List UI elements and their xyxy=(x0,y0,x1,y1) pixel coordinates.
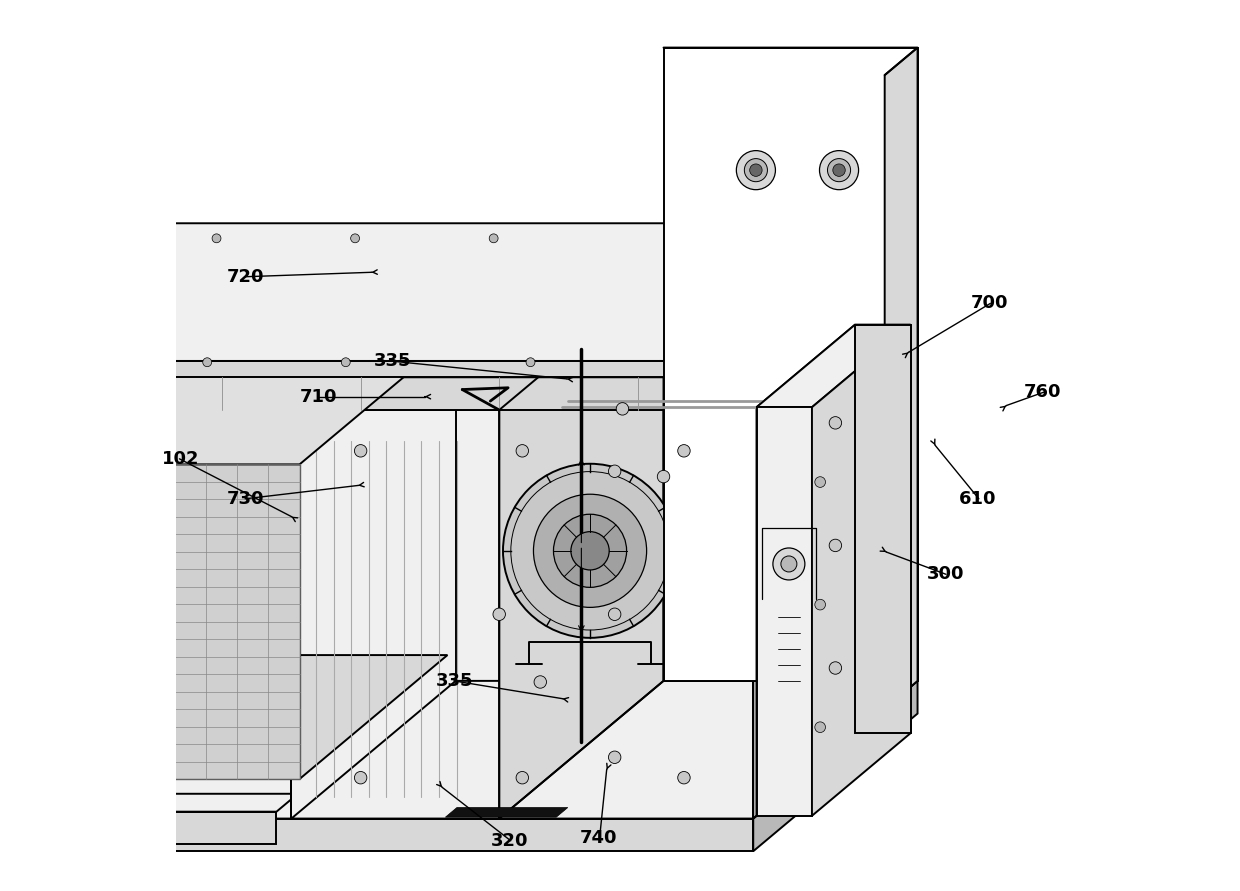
Circle shape xyxy=(494,608,506,620)
Polygon shape xyxy=(756,324,910,407)
Circle shape xyxy=(830,539,842,552)
Circle shape xyxy=(609,751,621,764)
Circle shape xyxy=(341,358,350,367)
Text: 320: 320 xyxy=(491,832,528,850)
Circle shape xyxy=(516,772,528,784)
Polygon shape xyxy=(0,224,918,361)
Circle shape xyxy=(355,445,367,457)
Polygon shape xyxy=(0,681,17,851)
Circle shape xyxy=(750,164,763,176)
Polygon shape xyxy=(0,655,448,779)
Circle shape xyxy=(575,539,588,552)
Circle shape xyxy=(490,233,498,242)
Text: 300: 300 xyxy=(926,565,963,584)
Polygon shape xyxy=(0,812,277,845)
Polygon shape xyxy=(0,240,918,377)
Circle shape xyxy=(678,445,691,457)
Polygon shape xyxy=(0,464,300,779)
Polygon shape xyxy=(0,681,918,819)
Circle shape xyxy=(830,417,842,429)
Polygon shape xyxy=(753,273,918,819)
Circle shape xyxy=(616,403,629,415)
Polygon shape xyxy=(756,407,812,816)
Circle shape xyxy=(836,233,844,242)
Text: 700: 700 xyxy=(971,294,1008,313)
Circle shape xyxy=(773,548,805,580)
Text: 610: 610 xyxy=(960,490,997,508)
Text: 720: 720 xyxy=(227,267,264,286)
Polygon shape xyxy=(500,273,663,819)
Text: 710: 710 xyxy=(300,388,337,405)
Polygon shape xyxy=(812,324,910,816)
Circle shape xyxy=(609,608,621,620)
Circle shape xyxy=(351,233,360,242)
Circle shape xyxy=(657,470,670,483)
Text: 730: 730 xyxy=(227,490,264,508)
Circle shape xyxy=(516,445,528,457)
Circle shape xyxy=(533,495,646,608)
Circle shape xyxy=(526,358,534,367)
Polygon shape xyxy=(663,47,918,681)
Circle shape xyxy=(355,772,367,784)
Polygon shape xyxy=(291,273,918,410)
Text: 335: 335 xyxy=(436,672,474,690)
Circle shape xyxy=(678,772,691,784)
Text: 335: 335 xyxy=(373,352,412,370)
Circle shape xyxy=(688,358,697,367)
Polygon shape xyxy=(884,47,918,708)
Polygon shape xyxy=(291,410,753,819)
Circle shape xyxy=(744,159,768,182)
Circle shape xyxy=(781,556,797,572)
Circle shape xyxy=(815,722,826,732)
Polygon shape xyxy=(0,340,448,464)
Polygon shape xyxy=(0,377,753,410)
Circle shape xyxy=(203,358,212,367)
Text: 102: 102 xyxy=(161,450,198,468)
Circle shape xyxy=(815,477,826,487)
Polygon shape xyxy=(0,361,753,377)
Polygon shape xyxy=(445,807,568,817)
Polygon shape xyxy=(0,819,753,851)
Circle shape xyxy=(212,233,221,242)
Circle shape xyxy=(815,600,826,610)
Polygon shape xyxy=(756,324,856,816)
Circle shape xyxy=(820,151,858,190)
Polygon shape xyxy=(10,688,424,706)
Circle shape xyxy=(737,151,775,190)
Circle shape xyxy=(833,164,846,176)
Circle shape xyxy=(827,159,851,182)
Polygon shape xyxy=(0,273,918,410)
Text: 760: 760 xyxy=(1024,383,1061,401)
Polygon shape xyxy=(856,324,910,733)
Circle shape xyxy=(675,233,683,242)
Circle shape xyxy=(570,532,609,570)
Polygon shape xyxy=(10,706,403,739)
Circle shape xyxy=(830,662,842,674)
Circle shape xyxy=(609,465,621,478)
Circle shape xyxy=(64,358,73,367)
Circle shape xyxy=(534,675,547,688)
Circle shape xyxy=(73,233,82,242)
Polygon shape xyxy=(0,794,298,812)
Polygon shape xyxy=(0,224,17,377)
Text: 740: 740 xyxy=(580,830,618,847)
Circle shape xyxy=(553,514,626,587)
Circle shape xyxy=(503,463,677,638)
Polygon shape xyxy=(753,681,918,851)
